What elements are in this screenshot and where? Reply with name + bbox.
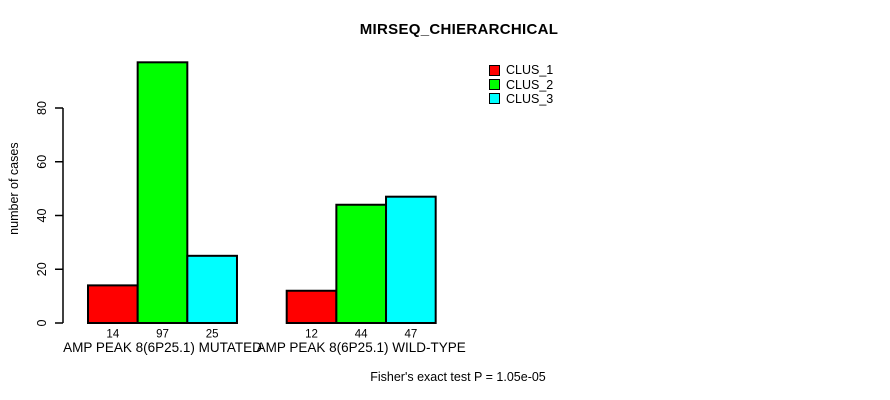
bar-value-label: 14 bbox=[106, 329, 119, 341]
legend: CLUS_1 CLUS_2 CLUS_3 bbox=[489, 63, 553, 106]
y-tick-label: 0 bbox=[35, 319, 49, 326]
legend-label: CLUS_3 bbox=[506, 91, 554, 106]
legend-label: CLUS_1 bbox=[506, 63, 554, 78]
y-tick-label: 80 bbox=[35, 101, 49, 115]
category-label: AMP PEAK 8(6P25.1) WILD-TYPE bbox=[257, 340, 466, 355]
legend-swatch-icon bbox=[489, 79, 500, 91]
annotation-fisher-test: Fisher's exact test P = 1.05e-05 bbox=[370, 370, 546, 384]
legend-swatch-icon bbox=[489, 64, 500, 76]
bar-clus_2-group1 bbox=[136, 61, 189, 324]
bar-value-label: 25 bbox=[206, 329, 219, 341]
legend-swatch-icon bbox=[489, 93, 500, 105]
chart-title: MIRSEQ_CHIERARCHICAL bbox=[359, 21, 559, 38]
y-axis-label: number of cases bbox=[7, 142, 21, 234]
bar-clus_3-group2 bbox=[385, 195, 437, 324]
bar-value-label: 97 bbox=[156, 329, 169, 341]
bar-clus_1-group1 bbox=[87, 284, 139, 324]
bar-value-label: 44 bbox=[355, 329, 368, 341]
bar-clus_2-group2 bbox=[335, 203, 388, 324]
legend-item-clus_1: CLUS_1 bbox=[489, 63, 553, 77]
bar-clus_3-group1 bbox=[186, 254, 238, 324]
y-tick-label: 40 bbox=[35, 209, 49, 223]
legend-label: CLUS_2 bbox=[506, 77, 554, 92]
bar-clus_1-group2 bbox=[285, 289, 338, 324]
category-label: AMP PEAK 8(6P25.1) MUTATED bbox=[63, 340, 262, 355]
y-tick-label: 20 bbox=[35, 262, 49, 276]
legend-item-clus_2: CLUS_2 bbox=[489, 77, 554, 92]
bar-value-label: 47 bbox=[404, 329, 417, 341]
y-tick-label: 60 bbox=[35, 155, 49, 169]
bar-value-label: 12 bbox=[305, 329, 318, 341]
legend-item-clus_3: CLUS_3 bbox=[489, 92, 553, 106]
